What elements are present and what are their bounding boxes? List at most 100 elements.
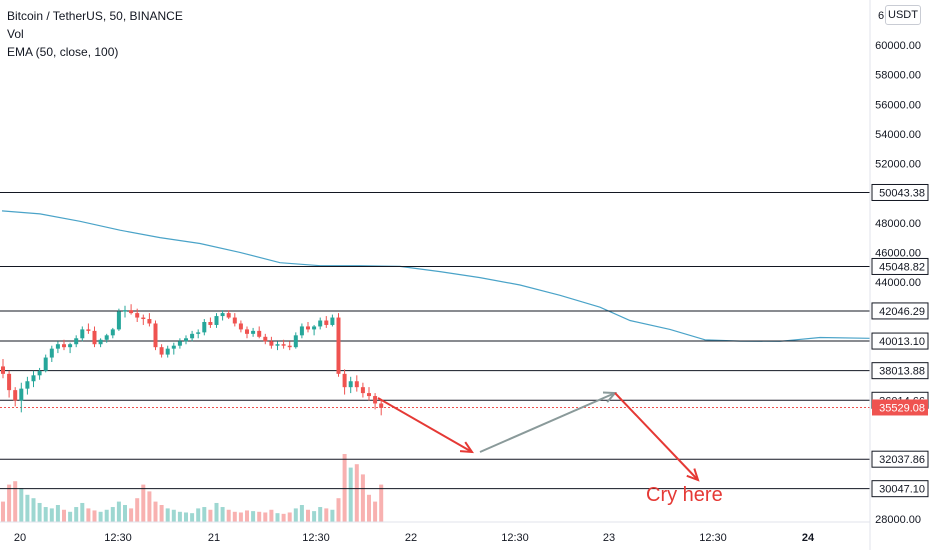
candle-body	[373, 396, 378, 404]
volume-bar	[293, 508, 298, 522]
candle-body	[324, 320, 329, 325]
volume-bar	[318, 507, 323, 522]
volume-bar	[92, 510, 97, 522]
candle-body	[141, 317, 146, 320]
candle-body	[55, 344, 60, 349]
volume-bar	[232, 511, 237, 522]
level-price-tag	[871, 257, 929, 275]
level-price-tag	[871, 302, 929, 320]
candle-body	[220, 313, 225, 317]
x-tick-label: 12:30	[302, 532, 330, 544]
candle-body	[318, 320, 323, 327]
volume-bar	[80, 502, 85, 522]
y-tick-label: 60000.00	[875, 40, 921, 52]
volume-bar	[43, 507, 48, 522]
volume-bar	[238, 512, 243, 522]
candle-body	[330, 317, 335, 325]
candle-body	[299, 326, 304, 336]
y-tick-label: 56000.00	[875, 99, 921, 111]
volume-bar	[31, 498, 36, 522]
volume-bar	[153, 501, 158, 522]
ema-indicator-label[interactable]: EMA (50, close, 100)	[7, 45, 119, 59]
volume-bar	[129, 508, 134, 522]
level-price-tag-label: 30047.10	[879, 484, 925, 496]
candle-body	[257, 330, 262, 337]
candle-body	[354, 381, 359, 388]
candle-body	[19, 388, 24, 401]
volume-bar	[19, 488, 24, 522]
candle-body	[348, 381, 353, 388]
candle-body	[208, 321, 213, 325]
current-price-tag	[872, 399, 928, 416]
volume-bar	[135, 498, 140, 522]
candle-body	[287, 345, 292, 348]
level-price-tag-label: 38013.88	[879, 366, 925, 378]
candle-body	[135, 313, 140, 318]
y-tick-label: 58000.00	[875, 70, 921, 82]
volume-bar	[74, 507, 79, 522]
x-tick-label: 23	[603, 532, 615, 544]
x-tick-label: 21	[208, 532, 220, 544]
arrow-head	[686, 468, 700, 482]
volume-indicator-label[interactable]: Vol	[7, 27, 24, 41]
candle-body	[129, 310, 134, 314]
volume-bar	[257, 511, 262, 522]
level-price-tag-label: 40013.10	[879, 336, 925, 348]
volume-bar	[86, 508, 91, 522]
volume-bar	[275, 513, 280, 522]
volume-bar	[159, 505, 164, 522]
candle-body	[336, 317, 341, 374]
candle-body	[31, 375, 36, 382]
candle-body	[251, 330, 256, 334]
volume-bar	[49, 508, 54, 522]
candle-body	[86, 329, 91, 331]
y-tick-label: 46000.00	[875, 247, 921, 259]
volume-bar	[13, 481, 18, 522]
candle-body	[342, 373, 347, 388]
candle-body	[68, 344, 73, 348]
candle-body	[202, 321, 207, 333]
volume-bar	[177, 511, 182, 522]
level-price-tag	[871, 183, 929, 201]
volume-bar	[330, 509, 335, 522]
volume-bar	[263, 512, 268, 522]
volume-bar	[281, 513, 286, 522]
candle-body	[25, 381, 30, 389]
volume-bar	[141, 484, 146, 522]
x-tick-label: 20	[14, 532, 26, 544]
annotation-label: Cry here	[646, 484, 723, 506]
candle-body	[177, 341, 182, 346]
volume-bar	[184, 512, 188, 522]
volume-bar	[55, 505, 60, 522]
volume-bar	[251, 511, 256, 522]
candle-body	[263, 336, 268, 342]
currency-badge[interactable]: USDT	[885, 5, 921, 25]
candle-body	[196, 332, 201, 334]
volume-bar	[116, 501, 121, 522]
symbol-title[interactable]: Bitcoin / TetherUS, 50, BINANCE	[7, 9, 183, 23]
candle-body	[238, 323, 243, 330]
trend-arrow	[479, 392, 616, 453]
volume-bar	[245, 510, 249, 522]
y-tick-label: 52000.00	[875, 159, 921, 171]
candle-body	[232, 317, 237, 324]
y-tick-label: 44000.00	[875, 277, 921, 289]
candle-body	[171, 345, 176, 349]
candle-body	[43, 357, 48, 371]
volume-bar	[37, 502, 42, 522]
volume-bar	[354, 464, 359, 522]
volume-bar	[202, 507, 207, 522]
y-tick-label: 48000.00	[875, 218, 921, 230]
volume-bar	[379, 484, 384, 522]
volume-bar	[342, 454, 347, 522]
volume-bar	[104, 509, 109, 522]
candle-body	[312, 326, 317, 330]
candle-body	[92, 330, 97, 345]
volume-bar	[269, 509, 274, 522]
volume-bar	[287, 512, 292, 522]
volume-bar	[360, 474, 365, 522]
x-tick-label: 12:30	[699, 532, 727, 544]
current-price-tag-label: 35529.08	[879, 402, 925, 414]
